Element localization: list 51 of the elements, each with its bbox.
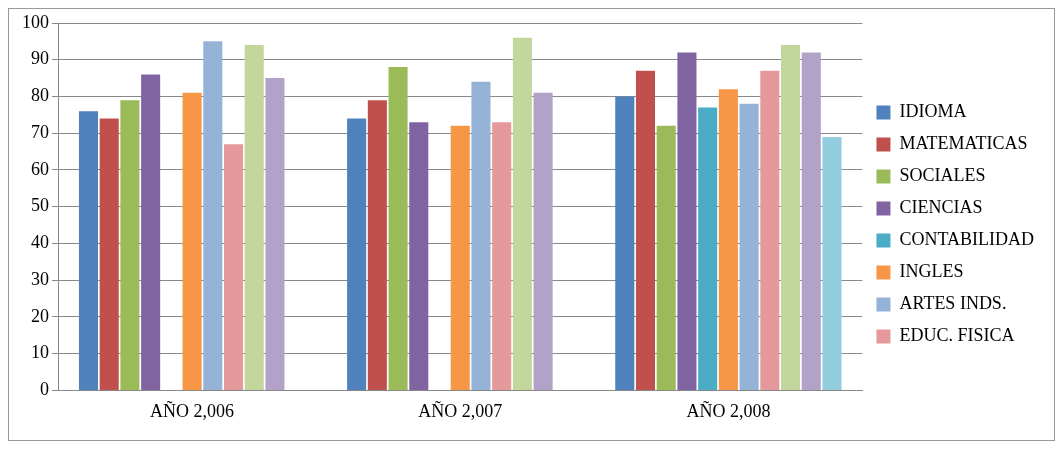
bar [450, 125, 470, 390]
bar [367, 100, 387, 390]
legend-label: SOCIALES [899, 165, 986, 186]
legend-label: ARTES INDS. [899, 293, 1007, 314]
bar [141, 74, 161, 390]
bar [409, 122, 429, 390]
y-tick-label: 10 [31, 342, 49, 363]
legend-label: INGLES [899, 261, 964, 282]
y-tick-label: 20 [31, 305, 49, 326]
bar [698, 107, 718, 390]
y-tick-label: 80 [31, 85, 49, 106]
bar [182, 92, 202, 390]
bar [78, 111, 98, 390]
bar [760, 70, 780, 390]
y-tick-label: 60 [31, 158, 49, 179]
bar [781, 45, 801, 390]
y-tick-label: 100 [22, 11, 49, 32]
bar [99, 118, 119, 390]
x-tick-label: AÑO 2,008 [686, 399, 771, 421]
bar [822, 136, 842, 390]
y-tick-label: 0 [40, 379, 49, 400]
legend-label: CIENCIAS [899, 197, 983, 218]
bar [223, 144, 244, 390]
bar [635, 70, 656, 390]
bar [656, 125, 676, 390]
bar [677, 52, 697, 390]
legend-label: IDIOMA [899, 101, 967, 122]
bar [265, 78, 285, 390]
x-tick-label: AÑO 2,006 [150, 399, 235, 421]
y-tick-label: 30 [31, 268, 49, 289]
bar [347, 118, 367, 390]
y-tick-label: 50 [31, 195, 49, 216]
y-tick-label: 40 [31, 232, 49, 253]
bar [203, 41, 223, 390]
bar [512, 37, 532, 390]
y-tick-label: 90 [31, 48, 49, 69]
bar [533, 92, 553, 390]
bar [244, 45, 264, 390]
legend-label: MATEMATICAS [899, 133, 1028, 154]
legend-label: CONTABILIDAD [899, 229, 1034, 250]
bar [471, 81, 491, 390]
bar [492, 122, 512, 390]
bar [615, 96, 635, 390]
bar [739, 103, 759, 390]
y-tick-label: 70 [31, 121, 49, 142]
bar [120, 100, 140, 390]
bar [718, 89, 738, 390]
bar [801, 52, 821, 390]
x-tick-label: AÑO 2,007 [418, 399, 503, 421]
bar [388, 67, 408, 390]
legend-label: EDUC. FISICA [899, 325, 1015, 346]
